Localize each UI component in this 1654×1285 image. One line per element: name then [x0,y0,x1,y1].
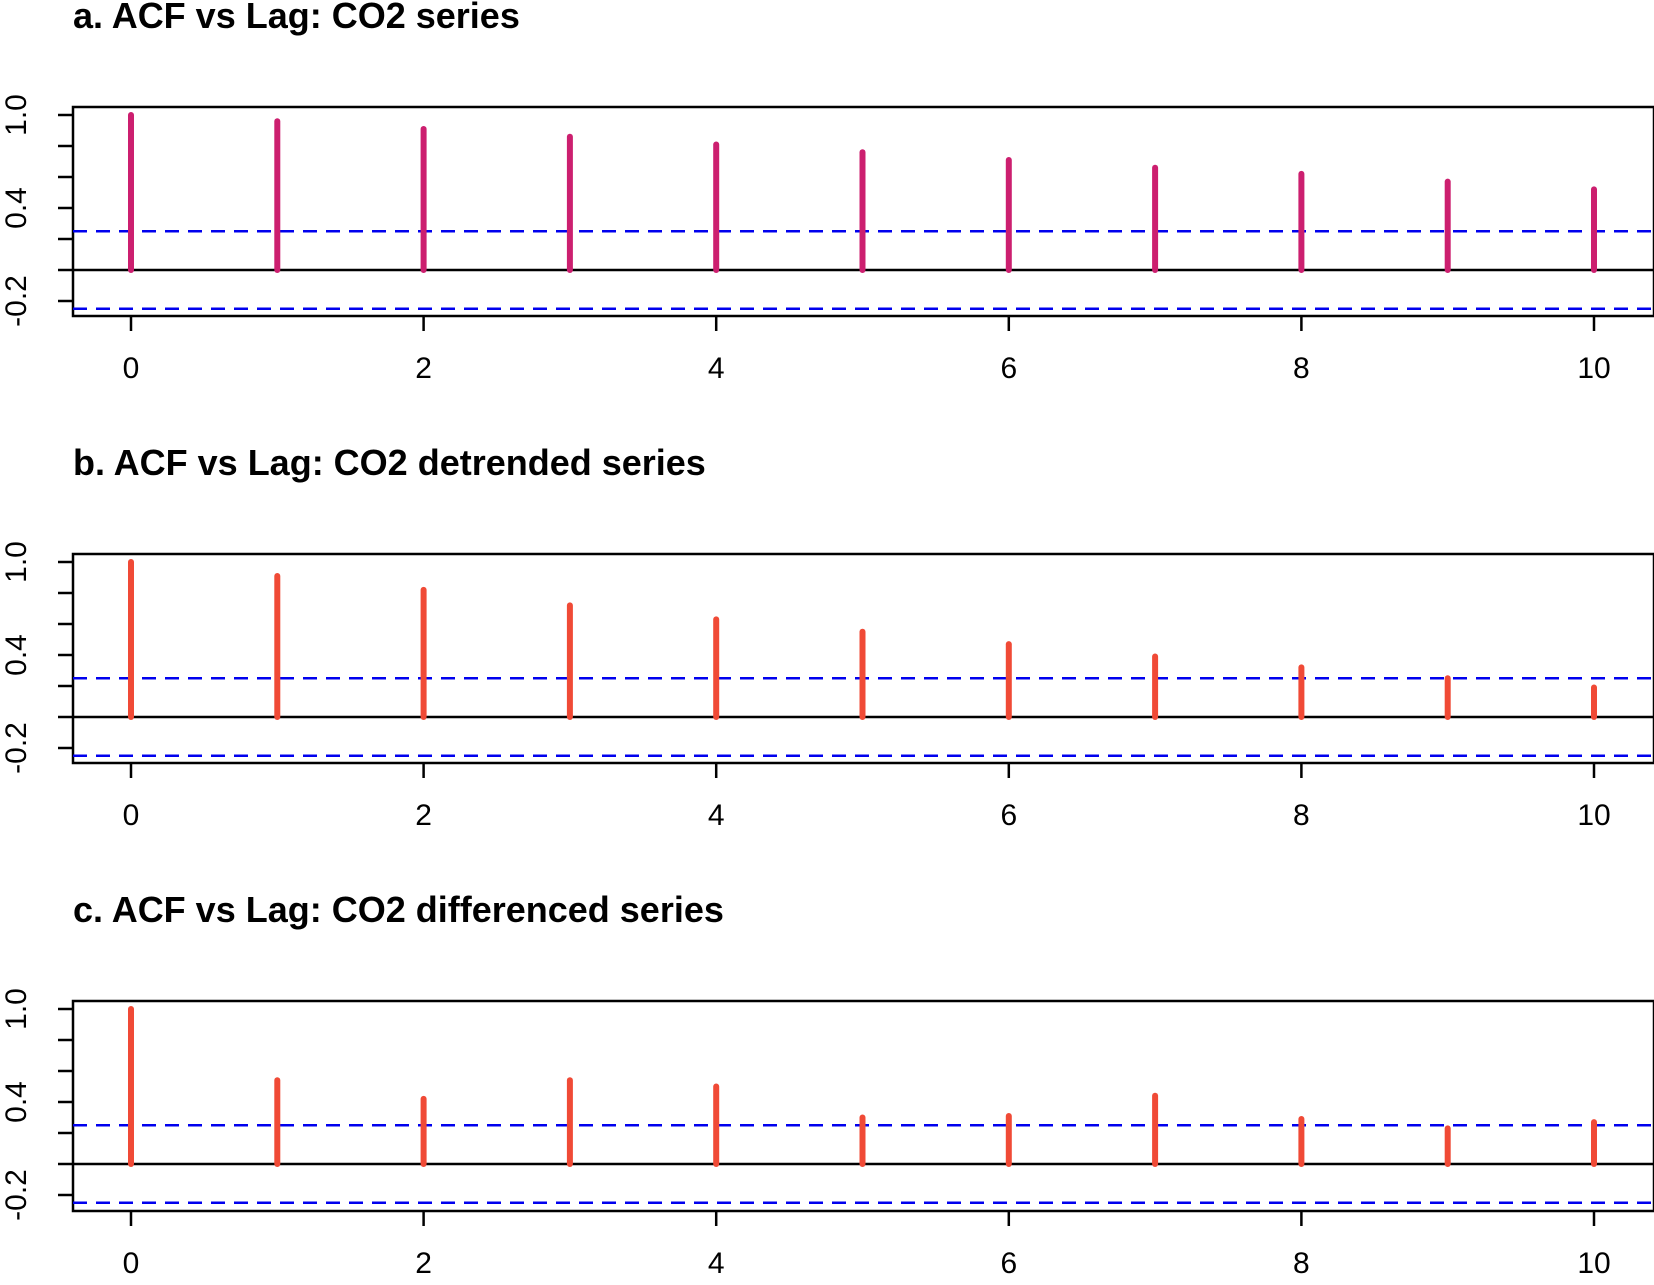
y-tick-label: -0.2 [0,722,33,774]
x-tick-label: 4 [708,799,725,832]
x-tick-label: 6 [1000,1247,1017,1280]
x-tick-label: 6 [1000,352,1017,385]
x-tick-label: 2 [415,1247,432,1280]
x-tick-label: 8 [1293,1247,1310,1280]
x-tick-label: 0 [123,1247,140,1280]
y-tick-label: 0.4 [0,187,33,229]
y-tick-label: 0.4 [0,1081,33,1123]
x-tick-label: 8 [1293,799,1310,832]
plot-frame [71,999,1654,1213]
y-tick-label: -0.2 [0,275,33,327]
x-tick-label: 8 [1293,352,1310,385]
plot-frame [71,552,1654,765]
acf-panel-3: c. ACF vs Lag: CO2 differenced series -0.… [0,889,1654,1280]
chart-title: a. ACF vs Lag: CO2 series [73,0,520,36]
plot-frame [71,105,1654,318]
y-tick-label: -0.2 [0,1169,33,1221]
y-tick-label: 0.4 [0,634,33,676]
y-tick-label: 1.0 [0,988,33,1030]
x-tick-label: 2 [415,799,432,832]
x-tick-label: 0 [123,352,140,385]
chart-title: c. ACF vs Lag: CO2 differenced series [73,889,724,930]
y-tick-label: 1.0 [0,94,33,136]
x-tick-label: 2 [415,352,432,385]
x-tick-label: 0 [123,799,140,832]
y-tick-label: 1.0 [0,541,33,583]
acf-panel-2: b. ACF vs Lag: CO2 detrended series -0.2 0… [0,442,1654,832]
acf-panel-1: a. ACF vs Lag: CO2 series -0.2 0.4 1.0 0 2 4 6 8… [0,0,1654,385]
chart-title: b. ACF vs Lag: CO2 detrended series [73,442,706,483]
x-tick-label: 10 [1577,352,1610,385]
x-tick-label: 6 [1000,799,1017,832]
x-tick-label: 4 [708,1247,725,1280]
x-tick-label: 10 [1577,799,1610,832]
x-tick-label: 4 [708,352,725,385]
x-tick-label: 10 [1577,1247,1610,1280]
